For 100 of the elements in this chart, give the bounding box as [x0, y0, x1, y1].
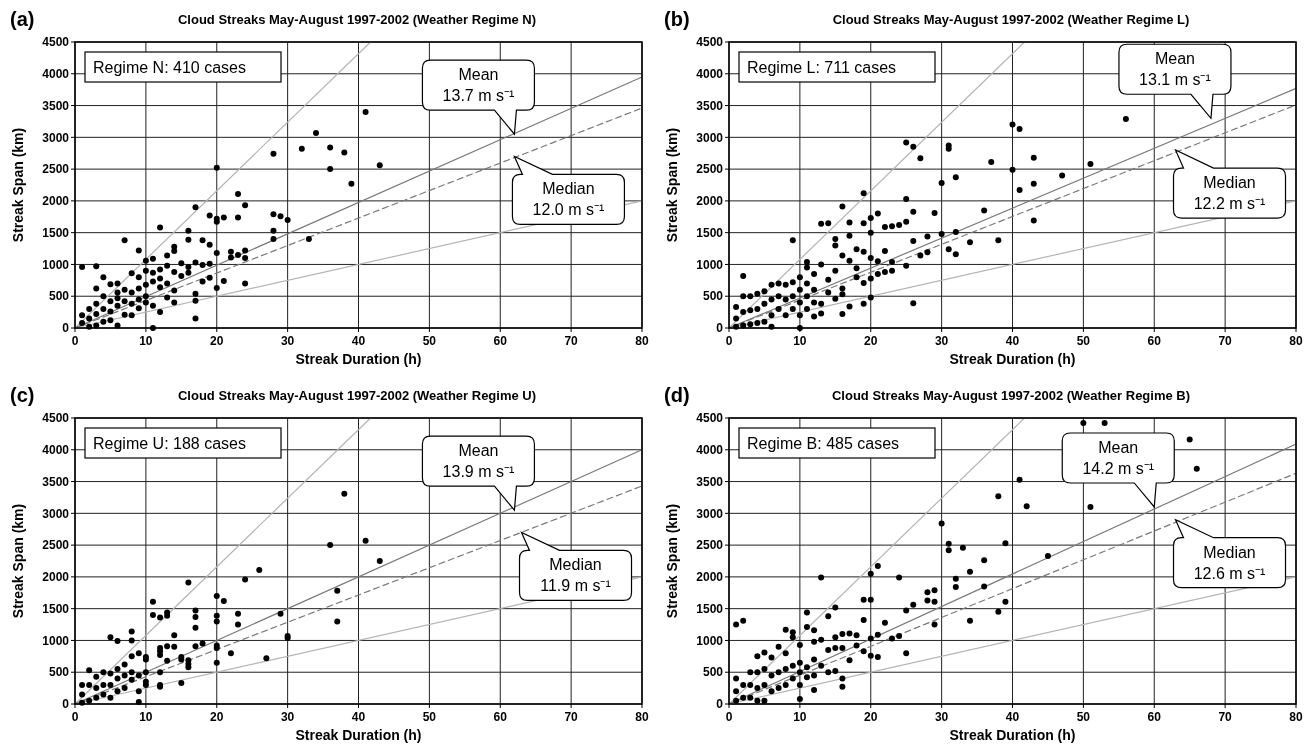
y-axis-title: Streak Span (km)	[664, 503, 680, 619]
y-tick-label: 2000	[42, 570, 70, 585]
y-tick-label: 2000	[696, 570, 724, 585]
y-tick-label: 1500	[696, 225, 724, 240]
x-tick-label: 60	[493, 710, 508, 724]
x-tick-label: 60	[1147, 710, 1162, 724]
x-tick-label: 40	[1005, 710, 1020, 724]
y-tick-label: 1500	[42, 225, 70, 240]
chart-title: Cloud Streaks May-August 1997-2002 (Weather Regime L)	[832, 12, 1190, 27]
y-tick-label: 2500	[696, 162, 724, 177]
x-tick-label: 80	[1289, 710, 1303, 724]
x-tick-label: 80	[1289, 334, 1303, 348]
x-tick-label: 80	[635, 710, 649, 724]
x-tick-label: 50	[1076, 334, 1091, 348]
x-tick-label: 30	[934, 334, 949, 348]
y-tick-label: 0	[716, 697, 724, 712]
y-tick-label: 0	[62, 697, 70, 712]
chart-title: Cloud Streaks May-August 1997-2002 (Weather Regime U)	[177, 388, 537, 403]
annotation: Mean 13.1 m s⁻¹	[1139, 50, 1211, 89]
y-tick-label: 1000	[696, 257, 724, 272]
y-tick-label: 4500	[42, 35, 70, 50]
x-tick-label: 20	[210, 334, 224, 348]
x-tick-label: 70	[1218, 334, 1233, 348]
text: (a)	[10, 8, 35, 30]
annotation: Median 12.0 m s⁻¹	[532, 180, 605, 219]
y-tick-label: 500	[48, 289, 70, 304]
annotation: Mean 13.7 m s⁻¹	[442, 66, 515, 105]
annotation: Median 12.6 m s⁻¹	[1193, 543, 1266, 582]
x-tick-label: 10	[793, 334, 807, 348]
y-tick-label: 2000	[696, 194, 724, 209]
y-tick-label: 1500	[696, 601, 724, 616]
y-tick-label: 0	[62, 321, 70, 336]
y-tick-label: 0	[716, 321, 724, 336]
y-tick-label: 1500	[42, 601, 70, 616]
x-tick-label: 0	[725, 334, 733, 348]
text: (b)	[664, 8, 690, 30]
y-tick-label: 3000	[696, 130, 724, 145]
y-tick-label: 3000	[696, 506, 724, 521]
x-tick-label: 50	[422, 334, 437, 348]
x-tick-label: 0	[71, 710, 79, 724]
annotation: Mean 13.9 m s⁻¹	[442, 442, 515, 481]
y-tick-label: 4500	[696, 35, 724, 50]
y-tick-label: 1000	[42, 257, 70, 272]
x-axis-title: Streak Duration (h)	[295, 727, 422, 743]
annotation: Median 11.9 m s⁻¹	[540, 556, 611, 595]
x-tick-label: 70	[1218, 710, 1233, 724]
x-tick-label: 10	[139, 710, 153, 724]
y-tick-label: 500	[702, 665, 724, 680]
y-axis-title: Streak Span (km)	[10, 503, 26, 619]
y-tick-label: 2500	[696, 538, 724, 553]
y-tick-label: 4000	[42, 442, 70, 457]
y-tick-label: 4500	[696, 411, 724, 426]
annotation: Regime L: 711 cases	[747, 59, 897, 76]
x-tick-label: 10	[139, 334, 153, 348]
x-tick-label: 50	[422, 710, 437, 724]
y-tick-label: 1000	[696, 633, 724, 648]
annotation: Regime N: 410 cases	[93, 59, 246, 76]
y-tick-label: 3500	[42, 474, 70, 489]
x-tick-label: 10	[793, 710, 807, 724]
y-tick-label: 4000	[42, 66, 70, 81]
x-tick-label: 70	[564, 334, 579, 348]
x-tick-label: 80	[635, 334, 649, 348]
y-tick-label: 1000	[42, 633, 70, 648]
y-tick-label: 3500	[696, 98, 724, 113]
y-tick-label: 4000	[696, 442, 724, 457]
y-tick-label: 500	[48, 665, 70, 680]
x-tick-label: 0	[725, 710, 733, 724]
y-tick-label: 3500	[696, 474, 724, 489]
y-axis-title: Streak Span (km)	[664, 127, 680, 243]
x-tick-label: 40	[1005, 334, 1020, 348]
x-tick-label: 20	[210, 710, 224, 724]
annotation: Regime U: 188 cases	[93, 435, 246, 452]
text: (c)	[10, 384, 35, 406]
annotation: Mean 14.2 m s⁻¹	[1082, 438, 1155, 477]
annotation: Regime B: 485 cases	[747, 435, 900, 452]
x-axis-title: Streak Duration (h)	[295, 351, 422, 367]
x-axis-title: Streak Duration (h)	[949, 351, 1076, 367]
y-axis-title: Streak Span (km)	[10, 127, 26, 243]
text: (d)	[664, 384, 690, 406]
annotation: Median 12.2 m s⁻¹	[1193, 174, 1266, 213]
y-tick-label: 4500	[42, 411, 70, 426]
x-tick-label: 70	[564, 710, 579, 724]
x-tick-label: 20	[864, 710, 878, 724]
y-tick-label: 2500	[42, 162, 70, 177]
x-tick-label: 50	[1076, 710, 1091, 724]
y-tick-label: 3000	[42, 130, 70, 145]
x-tick-label: 60	[1147, 334, 1162, 348]
y-tick-label: 3500	[42, 98, 70, 113]
y-tick-label: 2500	[42, 538, 70, 553]
y-tick-label: 4000	[696, 66, 724, 81]
x-tick-label: 40	[351, 334, 366, 348]
y-tick-label: 3000	[42, 506, 70, 521]
x-tick-label: 20	[864, 334, 878, 348]
x-tick-label: 30	[934, 710, 949, 724]
x-tick-label: 30	[280, 710, 295, 724]
x-axis-title: Streak Duration (h)	[949, 727, 1076, 743]
x-tick-label: 60	[493, 334, 508, 348]
chart-title: Cloud Streaks May-August 1997-2002 (Weather Regime B)	[831, 388, 1191, 403]
y-tick-label: 500	[702, 289, 724, 304]
x-tick-label: 40	[351, 710, 366, 724]
